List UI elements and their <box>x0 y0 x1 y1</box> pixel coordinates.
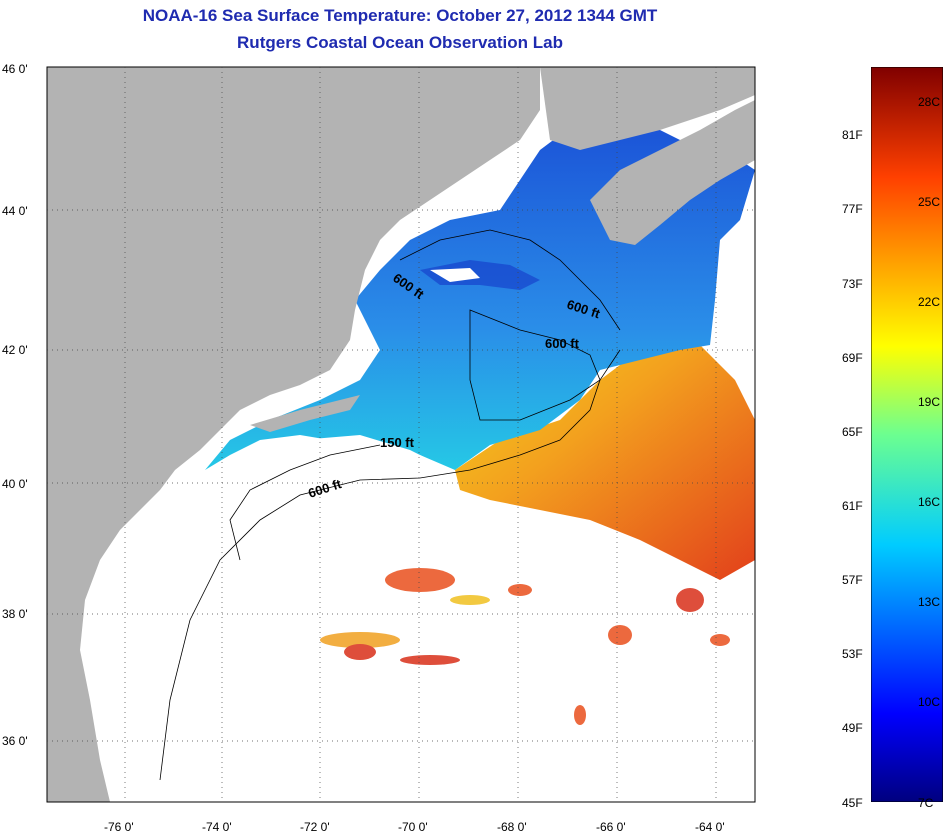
deep-cool-gulf-of-maine <box>420 260 540 290</box>
colorbar-f-label: 69F <box>842 351 863 365</box>
colorbar-f-label: 45F <box>842 796 863 810</box>
isobath-label: 150 ft <box>380 435 415 450</box>
chart-title: NOAA-16 Sea Surface Temperature: October… <box>142 6 658 25</box>
colorbar-f-label: 53F <box>842 647 863 661</box>
colorbar-f-label: 57F <box>842 573 863 587</box>
colorbar-c-label: 7C <box>918 796 934 810</box>
colorbar-f-label: 61F <box>842 499 863 513</box>
lat-label: 44 0' <box>2 204 28 218</box>
chart-subtitle: Rutgers Coastal Ocean Observation Lab <box>237 33 563 52</box>
colorbar-gradient <box>871 67 943 802</box>
colorbar-f-label: 73F <box>842 277 863 291</box>
land-mass-nova-scotia <box>590 100 755 245</box>
colorbar-c-label: 10C <box>918 695 941 709</box>
warm-water-region <box>455 345 755 580</box>
lat-label: 46 0' <box>2 62 28 76</box>
lat-label: 42 0' <box>2 343 28 357</box>
warm-filaments <box>320 568 730 725</box>
colorbar-c-label: 16C <box>918 495 941 509</box>
lat-label: 38 0' <box>2 607 28 621</box>
colorbar-c-label: 28C <box>918 95 941 109</box>
long-island <box>250 395 360 432</box>
map-frame <box>46 66 756 803</box>
isobath-georges-bank <box>469 309 601 421</box>
isobath-150ft <box>229 444 381 561</box>
colorbar-c-label: 22C <box>918 295 941 309</box>
lon-label: -74 0' <box>202 820 232 834</box>
lon-label: -64 0' <box>695 820 725 834</box>
colorbar-f-label: 77F <box>842 202 863 216</box>
lat-lon-grid <box>47 67 755 802</box>
colorbar-c-label: 13C <box>918 595 941 609</box>
lon-label: -66 0' <box>596 820 626 834</box>
lon-label: -70 0' <box>398 820 428 834</box>
isobath-label: 600 ft <box>545 336 580 351</box>
temperature-colorbar <box>871 67 943 802</box>
colorbar-c-label: 25C <box>918 195 941 209</box>
colorbar-f-label: 49F <box>842 721 863 735</box>
lat-label: 40 0' <box>2 477 28 491</box>
land-mass-mainland <box>47 67 540 802</box>
colorbar-f-label: 65F <box>842 425 863 439</box>
land-mass-new-brunswick <box>540 67 755 150</box>
lon-label: -72 0' <box>300 820 330 834</box>
isobath-600ft-shelf <box>159 349 621 781</box>
lat-label: 36 0' <box>2 734 28 748</box>
isobath-gulf-maine <box>399 229 621 331</box>
lon-label: -76 0' <box>104 820 134 834</box>
colorbar-f-label: 81F <box>842 128 863 142</box>
lon-label: -68 0' <box>497 820 527 834</box>
cloud-gulf-of-maine <box>430 268 480 282</box>
colorbar-c-label: 19C <box>918 395 941 409</box>
